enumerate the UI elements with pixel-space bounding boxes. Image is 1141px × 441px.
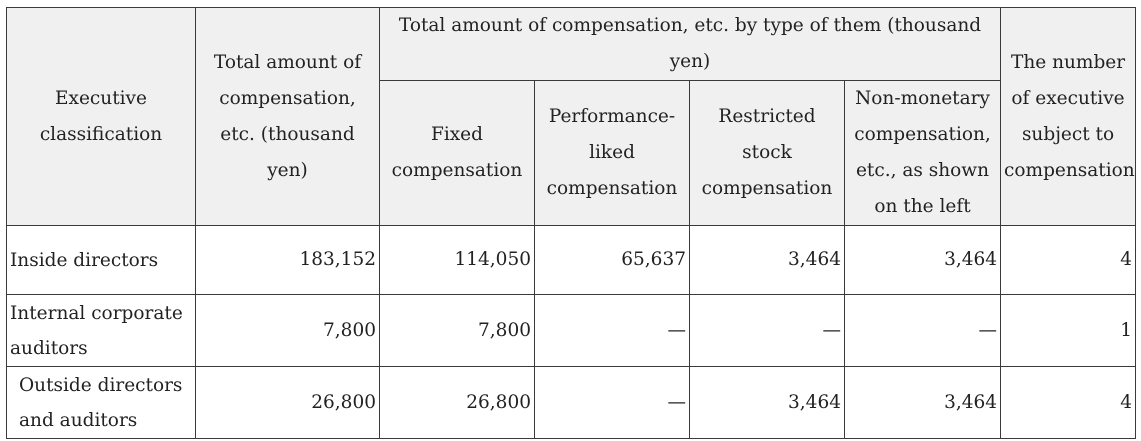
header-restricted: Restricted stock compensation <box>689 80 845 227</box>
compensation-table: Executive classification Total amount of… <box>6 6 1137 440</box>
cell-count: 1 <box>1000 294 1137 368</box>
cell-count: 4 <box>1000 366 1137 440</box>
table-row: Inside directors 183,152 114,050 65,637 … <box>6 225 1137 296</box>
cell-fixed: 26,800 <box>379 366 535 440</box>
cell-total: 26,800 <box>195 366 380 440</box>
cell-count: 4 <box>1000 225 1137 296</box>
cell-restricted: 3,464 <box>689 225 845 296</box>
cell-performance: — <box>534 294 690 368</box>
row-classification: Internal corporate auditors <box>6 294 196 368</box>
header-number-of-executives: The number of executive subject to compe… <box>1000 6 1137 227</box>
header-row-sub: Fixed compensation Performance-liked com… <box>7 80 1136 227</box>
cell-non-monetary: 3,464 <box>843 366 1002 440</box>
cell-performance: 65,637 <box>534 225 690 296</box>
row-classification: Outside directors and auditors <box>6 366 196 440</box>
header-total-amount: Total amount of compensation, etc. (thou… <box>195 6 380 227</box>
cell-total: 183,152 <box>195 225 380 296</box>
cell-total: 7,800 <box>195 294 380 368</box>
cell-restricted: 3,464 <box>689 366 845 440</box>
cell-non-monetary: 3,464 <box>843 225 1002 296</box>
header-fixed: Fixed compensation <box>379 80 535 227</box>
row-classification: Inside directors <box>6 225 196 296</box>
table-row: Outside directors and auditors 26,800 26… <box>6 366 1137 440</box>
cell-restricted: — <box>689 294 845 368</box>
cell-non-monetary: — <box>843 294 1002 368</box>
header-non-monetary: Non-monetary compensation, etc., as show… <box>843 80 1002 227</box>
header-executive-classification: Executive classification <box>6 6 196 227</box>
cell-fixed: 7,800 <box>379 294 535 368</box>
header-by-type-group: Total amount of compensation, etc. by ty… <box>378 6 1002 82</box>
compensation-table-container: Executive classification Total amount of… <box>6 6 1137 440</box>
header-performance: Performance-liked compensation <box>534 80 690 227</box>
cell-fixed: 114,050 <box>379 225 535 296</box>
cell-performance: — <box>534 366 690 440</box>
header-row-top: Executive classification Total amount of… <box>6 6 1137 227</box>
table-row: Internal corporate auditors 7,800 7,800 … <box>6 294 1137 368</box>
